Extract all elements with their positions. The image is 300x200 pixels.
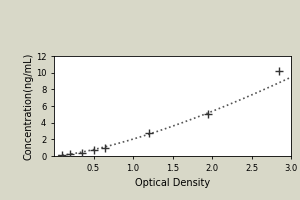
Y-axis label: Concentration(ng/mL): Concentration(ng/mL): [23, 52, 33, 160]
X-axis label: Optical Density: Optical Density: [135, 178, 210, 188]
